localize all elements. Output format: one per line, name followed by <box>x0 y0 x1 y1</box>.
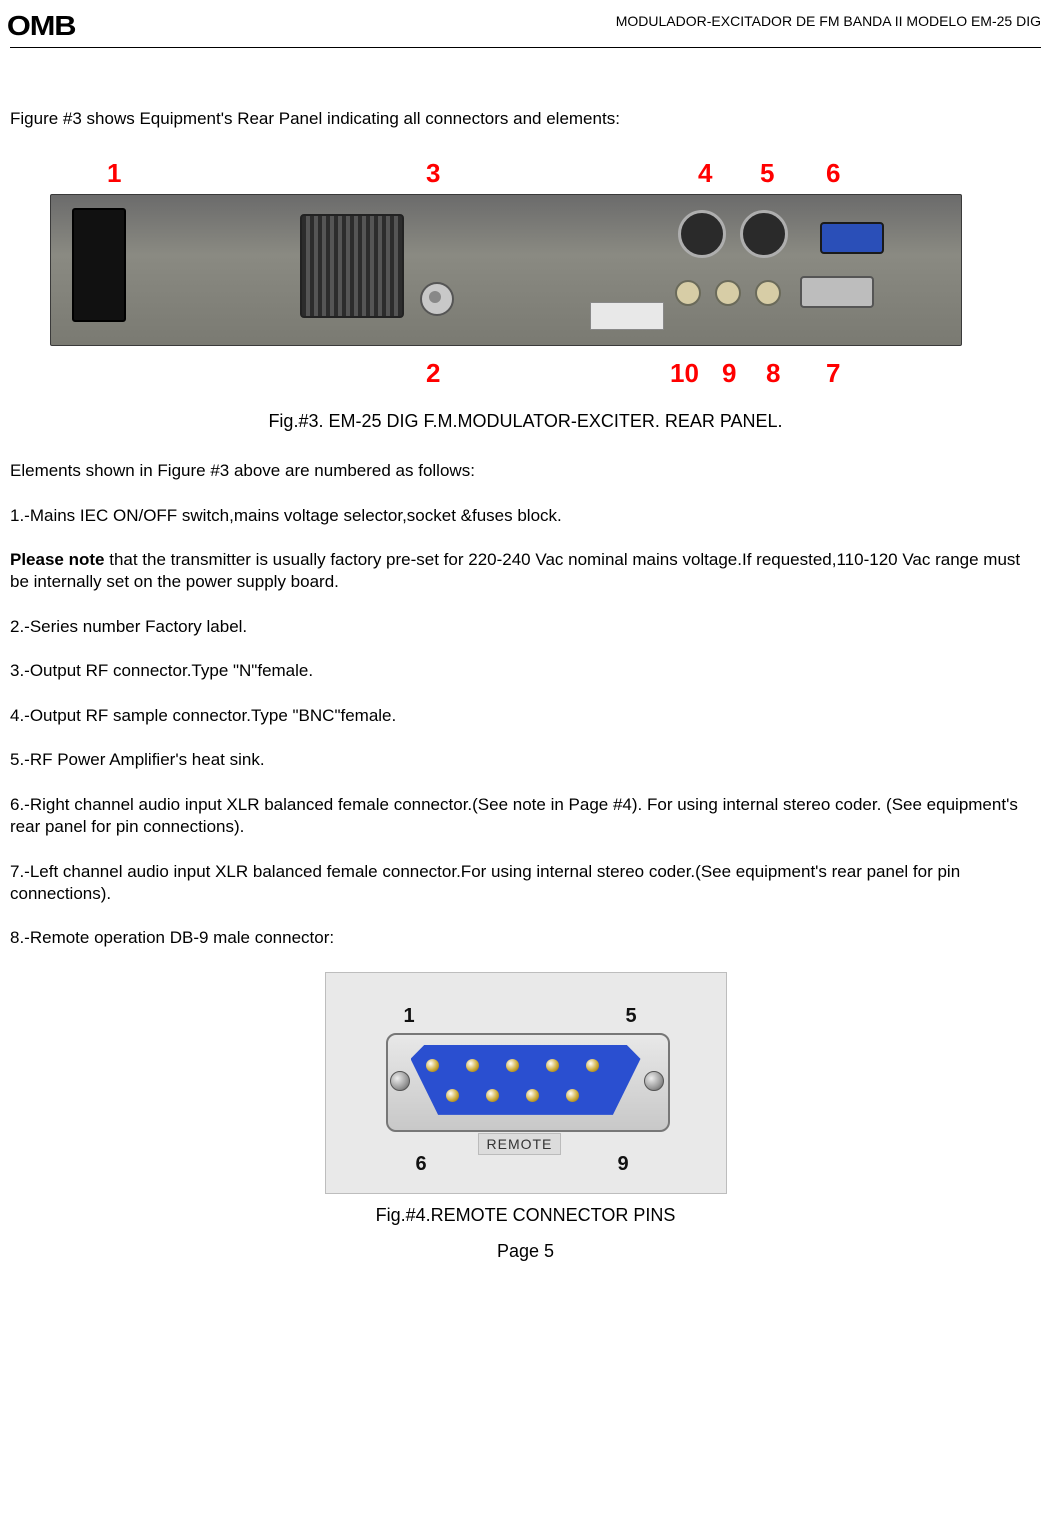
figure-4: REMOTE 1 5 6 9 <box>325 972 727 1194</box>
note-label: Please note <box>10 550 105 569</box>
screw-right <box>644 1071 664 1091</box>
intro-text: Figure #3 shows Equipment's Rear Panel i… <box>10 108 1041 130</box>
pin-bot-3 <box>526 1089 539 1102</box>
item-1: 1.-Mains IEC ON/OFF switch,mains voltage… <box>10 505 1041 527</box>
pin-top-3 <box>506 1059 519 1072</box>
pin-bot-1 <box>446 1089 459 1102</box>
note: Please note that the transmitter is usua… <box>10 549 1041 594</box>
item-2: 2.-Series number Factory label. <box>10 616 1041 638</box>
serial-label <box>590 302 664 330</box>
pin-label-5: 5 <box>626 1003 637 1029</box>
item-6: 6.-Right channel audio input XLR balance… <box>10 794 1041 839</box>
db9-face <box>411 1045 641 1115</box>
item-4: 4.-Output RF sample connector.Type "BNC"… <box>10 705 1041 727</box>
callout-6: 6 <box>826 156 840 190</box>
callout-7: 7 <box>826 356 840 390</box>
item-8: 8.-Remote operation DB-9 male connector: <box>10 927 1041 949</box>
page-footer: Page 5 <box>10 1240 1041 1264</box>
figure-4-caption: Fig.#4.REMOTE CONNECTOR PINS <box>10 1204 1041 1228</box>
callout-5: 5 <box>760 156 774 190</box>
item-7: 7.-Left channel audio input XLR balanced… <box>10 861 1041 906</box>
pin-label-1: 1 <box>404 1003 415 1029</box>
item-5: 5.-RF Power Amplifier's heat sink. <box>10 749 1041 771</box>
figure-3-caption: Fig.#3. EM-25 DIG F.M.MODULATOR-EXCITER.… <box>10 410 1041 434</box>
db9-port <box>800 276 874 308</box>
callout-3: 3 <box>426 156 440 190</box>
callout-8: 8 <box>766 356 780 390</box>
doc-title: MODULADOR-EXCITADOR DE FM BANDA II MODEL… <box>616 8 1041 30</box>
pin-bot-4 <box>566 1089 579 1102</box>
pin-top-5 <box>586 1059 599 1072</box>
callout-1: 1 <box>107 156 121 190</box>
callout-10: 10 <box>670 356 699 390</box>
logo-text: OMB <box>7 8 76 45</box>
item-3: 3.-Output RF connector.Type "N"female. <box>10 660 1041 682</box>
pin-top-2 <box>466 1059 479 1072</box>
remote-label: REMOTE <box>478 1133 562 1155</box>
rear-panel <box>50 194 962 346</box>
figure-3: 1 3 4 5 6 2 10 98 7 <box>50 152 960 392</box>
fan-grill <box>300 214 404 318</box>
pin-top-1 <box>426 1059 439 1072</box>
callout-4: 4 <box>698 156 712 190</box>
pin-label-6: 6 <box>416 1151 427 1177</box>
vga-port <box>820 222 884 254</box>
note-rest: that the transmitter is usually factory … <box>10 550 1020 591</box>
iec-block <box>72 208 126 322</box>
callout-9: 9 <box>722 356 736 390</box>
pin-bot-2 <box>486 1089 499 1102</box>
page-header: OMB MODULADOR-EXCITADOR DE FM BANDA II M… <box>10 8 1041 48</box>
logo: OMB <box>10 8 72 45</box>
screw-left <box>390 1071 410 1091</box>
callout-2: 2 <box>426 356 440 390</box>
pin-top-4 <box>546 1059 559 1072</box>
elements-intro: Elements shown in Figure #3 above are nu… <box>10 460 1041 482</box>
pin-label-9: 9 <box>618 1151 629 1177</box>
